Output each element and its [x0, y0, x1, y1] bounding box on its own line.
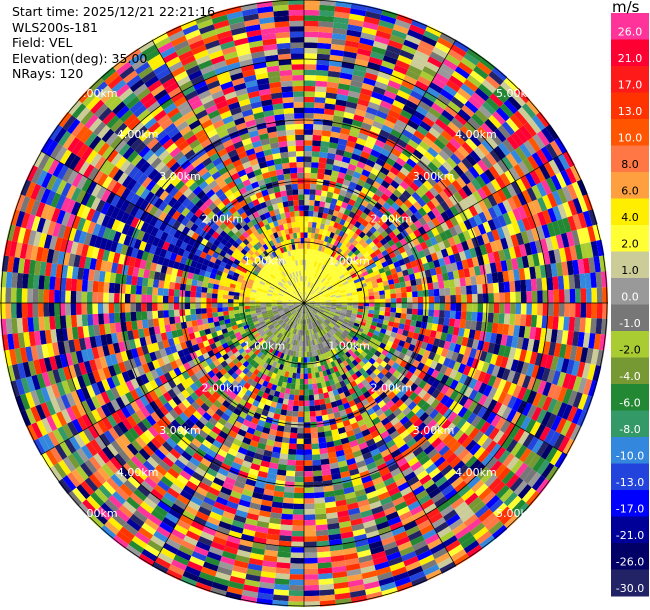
colorbar-swatch — [611, 516, 649, 544]
colorbar-swatch — [611, 92, 649, 120]
colorbar-label: 26.0 — [618, 26, 643, 39]
colorbar-swatch — [611, 145, 649, 173]
range-ring-label: 2.00km — [371, 382, 413, 395]
colorbar-label: 13.0 — [618, 105, 643, 118]
field-name: Field: VEL — [12, 35, 73, 50]
range-ring-label: 5.00km — [496, 507, 538, 520]
colorbar-swatch — [611, 543, 649, 570]
range-ring-label: 2.00km — [202, 382, 244, 395]
range-ring-label: 3.00km — [159, 170, 201, 183]
colorbar-swatch — [611, 463, 649, 491]
colorbar-swatch — [611, 304, 649, 332]
range-ring-label: 1.00km — [244, 339, 286, 352]
colorbar-swatch — [611, 225, 649, 252]
colorbar-swatch — [611, 66, 649, 93]
colorbar-swatch — [611, 13, 649, 40]
range-ring-labels: 1.00km 2.00km 3.00km 4.00km 5.00km 1.00km 2.00… — [76, 87, 538, 520]
range-ring-label: 1.00km — [328, 255, 370, 268]
range-ring-label: 3.00km — [159, 424, 201, 437]
ray-count: NRays: 120 — [12, 66, 84, 81]
colorbar-label: -6.0 — [619, 397, 640, 410]
range-ring-label: 1.00km — [244, 255, 286, 268]
colorbar-label: -1.0 — [619, 317, 640, 330]
colorbar-label: -8.0 — [619, 423, 640, 436]
velocity-colorbar: 26.0 21.0 17.0 13.0 10.0 8.0 6.0 4.0 2.0 1.0 0.0 -1… — [611, 13, 649, 597]
range-ring-label: 5.00km — [76, 87, 118, 100]
colorbar-swatch — [611, 39, 649, 67]
colorbar-label: -13.0 — [616, 476, 644, 489]
colorbar-label: 1.0 — [621, 264, 639, 277]
colorbar-label: 2.0 — [621, 238, 639, 251]
range-ring-label: 4.00km — [117, 128, 159, 141]
range-ring-label: 3.00km — [413, 170, 455, 183]
colorbar-label: -21.0 — [616, 529, 644, 542]
colorbar-swatch — [611, 251, 649, 279]
colorbar-label: 10.0 — [618, 132, 643, 145]
range-ring-label: 4.00km — [117, 466, 159, 479]
colorbar-swatch — [611, 357, 649, 385]
start-time: Start time: 2025/12/21 22:21:16 — [12, 4, 216, 19]
elevation: Elevation(deg): 35.00 — [12, 50, 148, 66]
colorbar-label: 21.0 — [618, 52, 643, 65]
colorbar-label: 6.0 — [621, 185, 639, 198]
colorbar-swatch — [611, 410, 649, 438]
colorbar-swatch — [611, 119, 649, 146]
colorbar-swatch — [611, 331, 649, 358]
range-ring-label: 5.00km — [496, 87, 538, 100]
colorbar-swatch — [611, 490, 649, 517]
range-ring-label: 4.00km — [455, 466, 497, 479]
colorbar-swatch — [611, 437, 649, 464]
colorbar-label: 8.0 — [621, 158, 639, 171]
colorbar-label: -26.0 — [616, 556, 644, 569]
colorbar-label: -10.0 — [616, 450, 644, 463]
colorbar-swatch — [611, 384, 649, 411]
range-ring-label: 5.00km — [76, 507, 118, 520]
range-ring-label: 2.00km — [371, 213, 413, 226]
colorbar-label: -30.0 — [616, 582, 644, 595]
colorbar-swatch — [611, 569, 649, 597]
velocity-sectors — [0, 0, 609, 608]
scan-info: Start time: 2025/12/21 22:21:16 WLS200s-… — [12, 4, 215, 82]
station-name: WLS200s-181 — [12, 19, 98, 35]
range-ring-label: 1.00km — [328, 339, 370, 352]
colorbar-swatch — [611, 172, 649, 199]
colorbar-label: 17.0 — [618, 79, 643, 92]
colorbar-label: -17.0 — [616, 503, 644, 516]
colorbar-swatch — [611, 198, 649, 226]
range-ring-label: 3.00km — [413, 424, 455, 437]
colorbar-swatch — [611, 278, 649, 305]
colorbar-label: 4.0 — [621, 211, 639, 224]
range-ring-grid — [0, 0, 608, 607]
colorbar-label: -4.0 — [619, 370, 640, 383]
range-ring-label: 4.00km — [455, 128, 497, 141]
colorbar-label: 0.0 — [621, 291, 639, 304]
range-ring-label: 2.00km — [202, 213, 244, 226]
colorbar-unit: m/s — [612, 0, 640, 16]
colorbar-label: -2.0 — [619, 344, 640, 357]
